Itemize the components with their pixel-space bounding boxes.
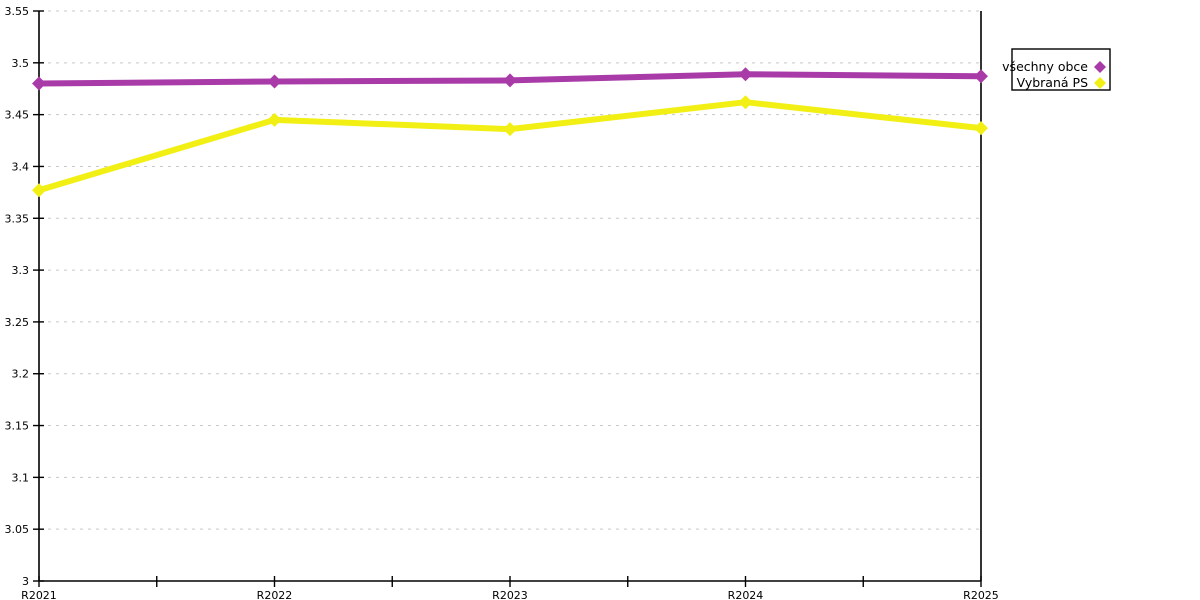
y-tick-label: 3.5 (12, 57, 30, 70)
x-tick-label: R2023 (492, 589, 528, 600)
data-point-marker (974, 69, 988, 84)
series-layer (32, 67, 988, 198)
y-tick-label: 3.15 (5, 420, 30, 433)
data-point-marker (267, 74, 282, 89)
series-2 (32, 95, 988, 198)
y-tick-label: 3.25 (5, 316, 30, 329)
legend-box (1011, 48, 1111, 91)
y-tick-label: 3.55 (5, 5, 30, 18)
x-tick-label: R2024 (728, 589, 764, 600)
legend-label: všechny obce (1002, 59, 1088, 74)
legend-marker-1 (1094, 61, 1106, 73)
data-point-marker (32, 76, 46, 91)
y-tick-label: 3 (22, 575, 29, 588)
y-tick-label: 3.4 (12, 160, 30, 173)
y-tick-label: 3.45 (5, 109, 30, 122)
data-point-marker (738, 95, 753, 110)
y-tick-label: 3.05 (5, 523, 30, 536)
y-tick-label: 3.2 (12, 368, 30, 381)
y-tick-label: 3.1 (12, 471, 30, 484)
x-tick-label: R2025 (963, 589, 999, 600)
data-point-marker (974, 121, 988, 136)
x-axis-ticks: R2021 R2022 R2023 R2024 R2025 (21, 576, 999, 600)
data-point-marker (503, 73, 517, 88)
series-1 (32, 67, 988, 91)
y-tick-label: 3.3 (12, 264, 30, 277)
y-tick-label: 3.35 (5, 212, 30, 225)
legend-marker-2 (1094, 77, 1106, 89)
data-point-marker (267, 112, 282, 127)
data-point-marker (32, 183, 46, 198)
data-point-marker (738, 67, 753, 82)
y-axis-ticks: 3 3.05 3.1 3.15 3.2 3.25 3.3 3.35 3.4 3.45 3.5 3.55 (5, 5, 44, 588)
data-point-marker (503, 122, 517, 137)
x-tick-label: R2021 (21, 589, 57, 600)
plot-background (39, 11, 981, 581)
x-tick-label: R2022 (257, 589, 293, 600)
legend-label: Vybraná PS (1017, 75, 1088, 90)
gridlines (40, 10, 981, 530)
